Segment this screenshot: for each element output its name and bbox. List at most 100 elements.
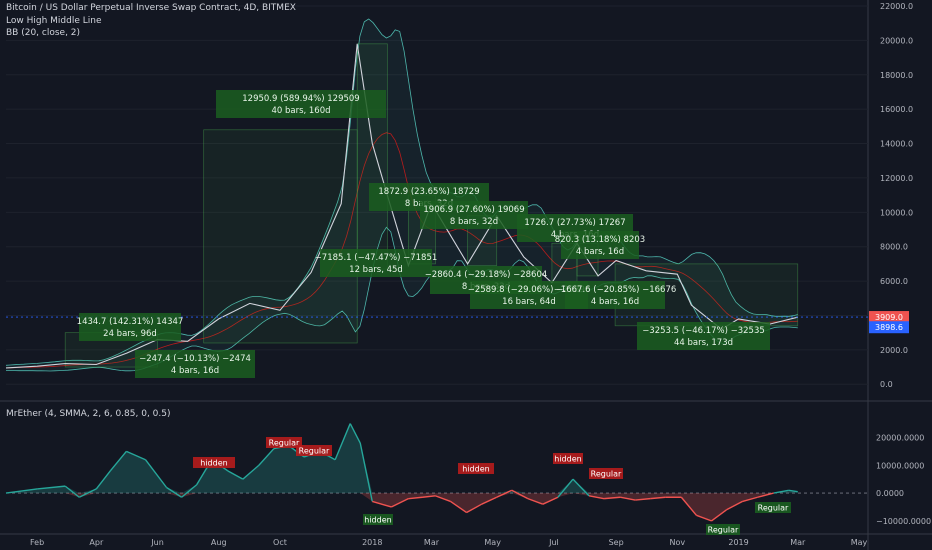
measure-annotation-line1: 1872.9 (23.65%) 18729 bbox=[378, 187, 479, 197]
osc-line-segment bbox=[372, 500, 392, 508]
measure-annotation-line2: 4 bars, 16d bbox=[576, 247, 624, 257]
measure-annotation-line1: −3253.5 (−46.17%) −32535 bbox=[642, 326, 765, 336]
measure-annotation-line2: 16 bars, 64d bbox=[502, 297, 556, 307]
measure-annotation-line1: −2589.8 (−29.06%) −25898 bbox=[468, 285, 591, 295]
divergence-label: hidden bbox=[200, 459, 227, 468]
measure-annotation-box bbox=[565, 281, 665, 309]
divergence-label-box bbox=[266, 437, 302, 448]
osc-line-segment bbox=[757, 492, 774, 498]
price-tick-label: 8000.0 bbox=[880, 243, 908, 252]
osc-line-segment bbox=[788, 489, 798, 493]
price-tick-label: 12000.0 bbox=[880, 174, 913, 183]
measure-annotation-line2: 4 bars, 16d bbox=[171, 366, 219, 376]
osc-line-segment bbox=[650, 496, 666, 500]
measure-annotation-box bbox=[320, 249, 432, 277]
indicator-low-high-middle: Low High Middle Line bbox=[6, 16, 102, 26]
time-tick-label: May bbox=[484, 538, 501, 547]
divergence-label: hidden bbox=[364, 516, 391, 525]
divergence-label-box bbox=[193, 457, 235, 468]
osc-line-segment bbox=[349, 423, 361, 444]
measure-annotation-line2: 40 bars, 160d bbox=[271, 106, 330, 116]
price-tick-label: 6000.0 bbox=[880, 277, 908, 286]
time-tick-label: Jul bbox=[548, 538, 559, 547]
divergence-label: Regular bbox=[708, 526, 739, 535]
measure-annotation-line2: 8 bars, 32d bbox=[450, 217, 498, 227]
osc-line-segment bbox=[258, 448, 275, 466]
osc-line-segment bbox=[181, 484, 198, 498]
osc-line-segment bbox=[620, 496, 636, 501]
price-label-badge bbox=[869, 321, 909, 334]
osc-line-segment bbox=[450, 500, 468, 514]
price-tick-label: 16000.0 bbox=[880, 105, 913, 114]
measure-annotation-line1: 12950.9 (589.94%) 129509 bbox=[242, 94, 359, 104]
divergence-label: hidden bbox=[462, 465, 489, 474]
time-tick-label: Jun bbox=[150, 538, 164, 547]
osc-line-segment bbox=[542, 496, 559, 505]
osc-line-segment bbox=[144, 459, 168, 488]
osc-line-segment bbox=[5, 488, 38, 494]
price-label-badge bbox=[869, 311, 909, 324]
divergence-label: Regular bbox=[269, 439, 300, 448]
measure-annotation-box bbox=[637, 322, 770, 350]
osc-line-segment bbox=[726, 500, 743, 511]
osc-line-segment bbox=[37, 485, 66, 490]
measure-annotation-line1: −247.4 (−10.13%) −2474 bbox=[139, 354, 251, 364]
osc-line-segment bbox=[635, 497, 651, 501]
price-tick-label: 18000.0 bbox=[880, 71, 913, 80]
osc-line-segment bbox=[359, 442, 373, 502]
price-label-text: 3909.0 bbox=[875, 313, 903, 322]
osc-line-segment bbox=[481, 496, 498, 505]
osc-line-segment bbox=[604, 496, 621, 500]
osc-tick-label: 0.0000 bbox=[876, 489, 904, 498]
divergence-label-box bbox=[589, 468, 623, 479]
measure-box bbox=[203, 129, 358, 344]
oscillator-title: MrEther (4, SMMA, 2, 6, 0.85, 0, 0.5) bbox=[6, 409, 171, 419]
time-tick-label: Apr bbox=[89, 538, 104, 547]
osc-line-segment bbox=[242, 464, 260, 480]
osc-negative-area bbox=[6, 493, 798, 521]
measure-annotation-line1: 1906.9 (27.60%) 19069 bbox=[423, 205, 524, 215]
osc-line-segment bbox=[422, 495, 436, 498]
price-tick-label: 14000.0 bbox=[880, 140, 913, 149]
measure-annotation-line1: 1726.7 (27.73%) 17267 bbox=[524, 218, 625, 228]
osc-line-segment bbox=[227, 470, 244, 480]
measure-annotation-line2: 4 bars, 16d bbox=[591, 297, 639, 307]
measure-annotation-line2: 44 bars, 173d bbox=[674, 338, 733, 348]
osc-line-segment bbox=[95, 470, 111, 490]
osc-line-segment bbox=[435, 495, 451, 503]
osc-line-segment bbox=[511, 489, 529, 500]
osc-line-segment bbox=[109, 450, 127, 472]
divergence-label-box bbox=[458, 463, 494, 474]
time-tick-label: Aug bbox=[211, 538, 227, 547]
osc-line-segment bbox=[680, 496, 697, 516]
time-tick-label: 2019 bbox=[728, 538, 748, 547]
measure-annotation-line2: 24 bars, 96d bbox=[103, 329, 157, 339]
osc-line-segment bbox=[166, 486, 182, 498]
time-tick-label: Oct bbox=[273, 538, 287, 547]
measure-annotation-line1: 1434.7 (142.31%) 14347 bbox=[77, 317, 184, 327]
price-tick-label: 2000.0 bbox=[880, 346, 908, 355]
measure-annotation-line1: −7185.1 (−47.47%) −71851 bbox=[315, 253, 438, 263]
osc-line-segment bbox=[711, 509, 727, 522]
osc-line-segment bbox=[742, 496, 758, 503]
measure-annotation-line2: 12 bars, 45d bbox=[349, 265, 403, 275]
divergence-label-box bbox=[553, 453, 583, 464]
price-tick-label: 20000.0 bbox=[880, 36, 913, 45]
measure-annotation-line1: 820.3 (13.18%) 8203 bbox=[555, 235, 645, 245]
divergence-label-box bbox=[706, 524, 740, 535]
measure-annotation-box bbox=[420, 201, 528, 229]
osc-line-segment bbox=[527, 497, 544, 505]
measure-box bbox=[356, 43, 388, 270]
osc-line-segment bbox=[466, 503, 482, 514]
time-tick-label: Nov bbox=[670, 538, 686, 547]
price-tick-label: 0.0 bbox=[880, 380, 893, 389]
measure-annotation-box bbox=[135, 350, 255, 378]
measure-annotation-box bbox=[216, 90, 386, 118]
time-tick-label: Mar bbox=[790, 538, 806, 547]
osc-line-segment bbox=[334, 423, 351, 460]
indicator-bollinger-bands: BB (20, close, 2) bbox=[6, 28, 81, 38]
osc-line-segment bbox=[557, 478, 574, 498]
divergence-label: Regular bbox=[591, 470, 622, 479]
osc-line-segment bbox=[64, 485, 80, 498]
